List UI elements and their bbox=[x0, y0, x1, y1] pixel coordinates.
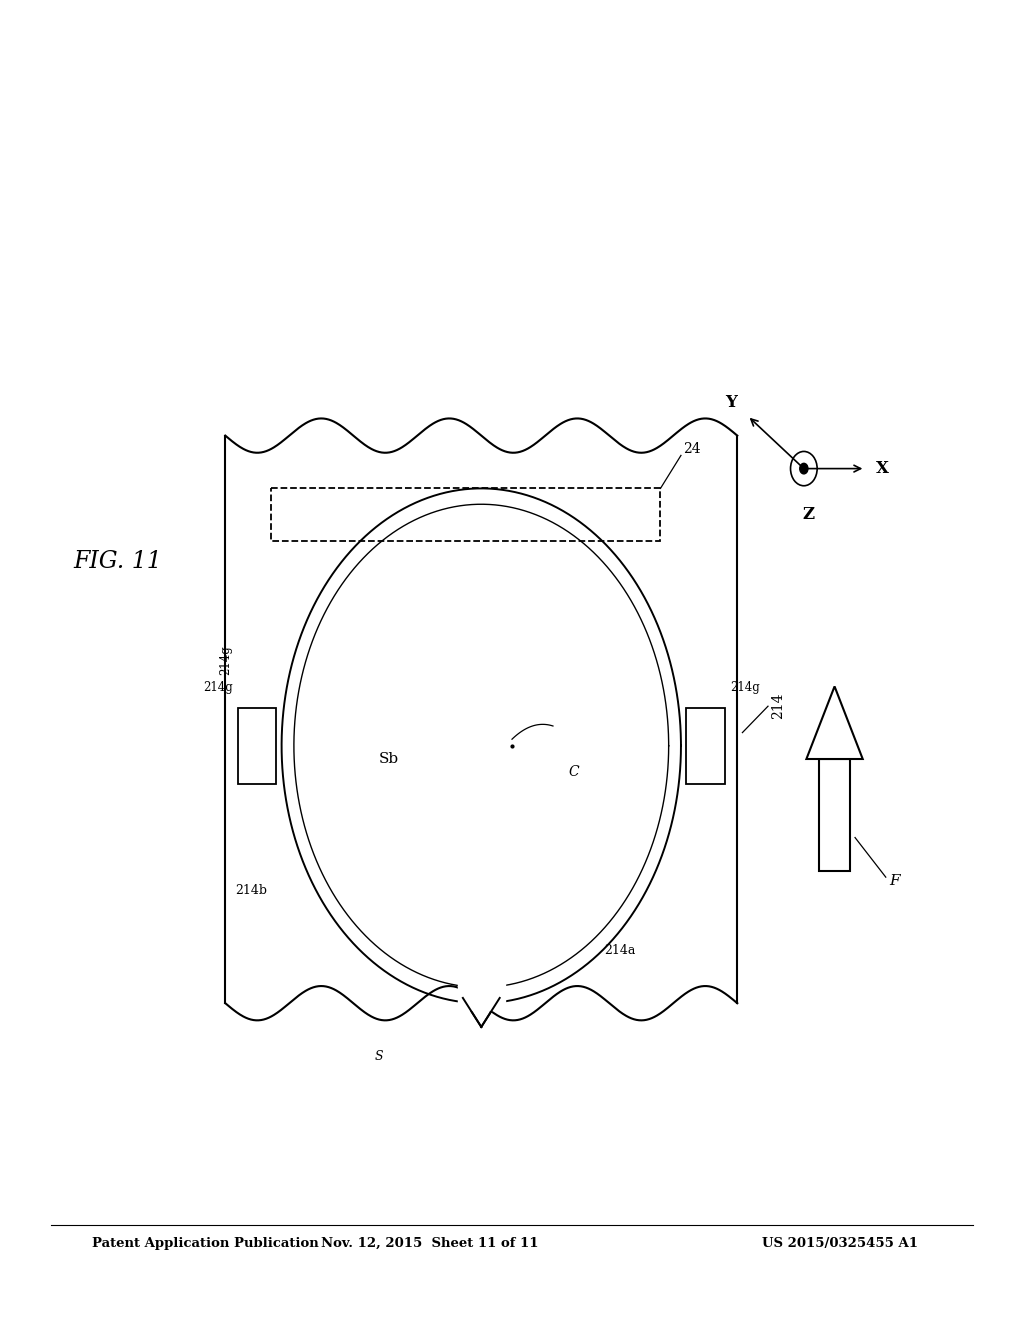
Bar bbox=[238, 708, 276, 784]
Text: 214g: 214g bbox=[219, 644, 232, 675]
Bar bbox=[819, 759, 850, 871]
Polygon shape bbox=[458, 983, 505, 1010]
Bar bbox=[271, 488, 660, 541]
Text: Z: Z bbox=[803, 506, 815, 523]
Text: 214g: 214g bbox=[730, 681, 760, 694]
Text: 214b: 214b bbox=[236, 884, 267, 898]
Polygon shape bbox=[807, 686, 862, 759]
Text: 24: 24 bbox=[683, 442, 700, 455]
Text: Y: Y bbox=[725, 395, 737, 411]
Text: 214: 214 bbox=[771, 693, 785, 719]
Text: C: C bbox=[568, 766, 579, 779]
Text: FIG. 11: FIG. 11 bbox=[74, 549, 162, 573]
Text: Patent Application Publication: Patent Application Publication bbox=[92, 1237, 318, 1250]
Text: F: F bbox=[889, 874, 899, 888]
Circle shape bbox=[800, 463, 808, 474]
Text: Nov. 12, 2015  Sheet 11 of 11: Nov. 12, 2015 Sheet 11 of 11 bbox=[322, 1237, 539, 1250]
Bar bbox=[686, 708, 725, 784]
Text: 214g: 214g bbox=[203, 681, 232, 694]
Text: S: S bbox=[375, 1049, 383, 1063]
Text: Sb: Sb bbox=[379, 752, 399, 766]
Text: 214a: 214a bbox=[604, 944, 636, 957]
Text: US 2015/0325455 A1: US 2015/0325455 A1 bbox=[762, 1237, 918, 1250]
Text: X: X bbox=[876, 461, 889, 477]
